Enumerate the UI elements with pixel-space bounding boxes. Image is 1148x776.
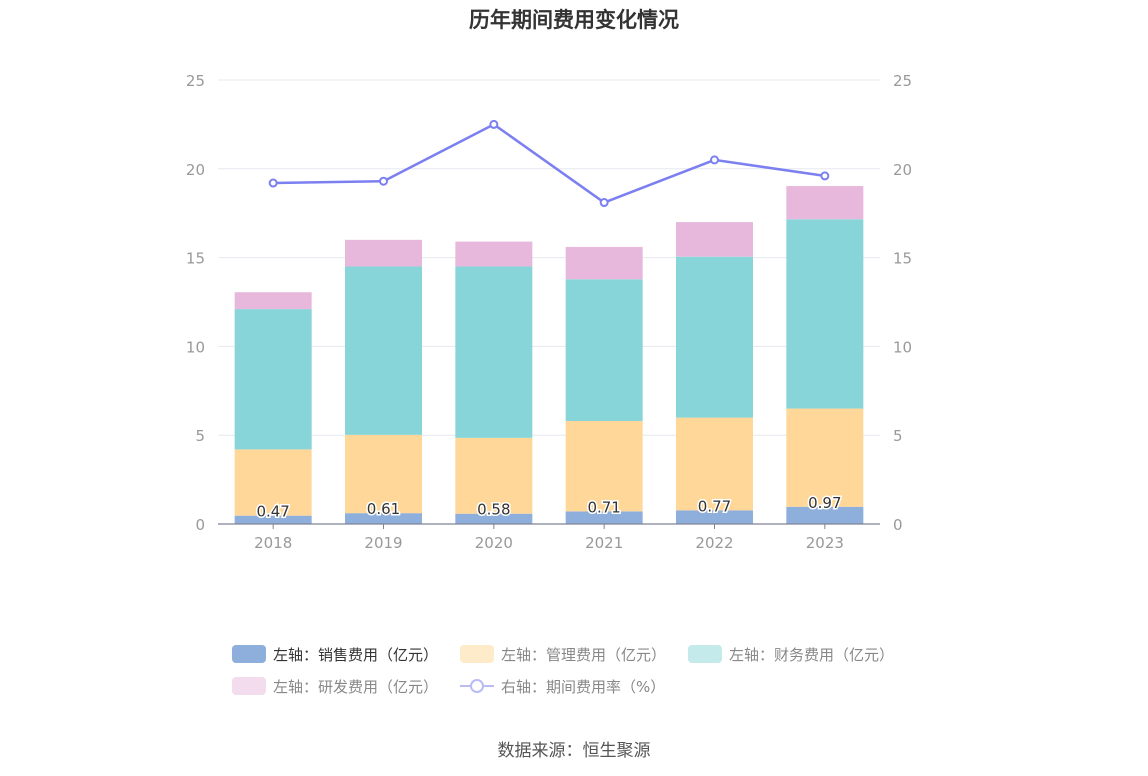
bar-segment-2: [786, 408, 864, 507]
rate-point: [379, 176, 388, 186]
right-y-tick-label: 20: [893, 161, 912, 179]
left-y-tick-label: 15: [186, 250, 205, 268]
x-tick-label: 2019: [364, 534, 402, 552]
bar-segment-2: [676, 417, 753, 511]
legend-item-sales[interactable]: 左轴：销售费用（亿元）: [232, 644, 438, 665]
legend-item-admin[interactable]: 左轴：管理费用（亿元）: [460, 644, 666, 665]
legend-label-admin: 左轴：管理费用（亿元）: [501, 645, 667, 664]
bar-segment-4: [676, 222, 753, 257]
bar-segment-1: [786, 506, 864, 524]
bar-segment-2: [345, 434, 422, 514]
legend-label-rate: 右轴：期间费用率（%）: [501, 677, 666, 696]
x-tick-label: 2023: [806, 534, 844, 552]
data-label-sales: 0.71: [587, 498, 620, 516]
x-tick-label: 2020: [475, 534, 513, 552]
bar-segment-4: [565, 246, 643, 280]
legend-label-rnd: 左轴：研发费用（亿元）: [273, 677, 439, 696]
legend-label-sales: 左轴：销售费用（亿元）: [273, 645, 439, 664]
rate-point: [599, 198, 609, 208]
chart-legend: 左轴：销售费用（亿元） 左轴：管理费用（亿元） 左轴：财务费用（亿元） 左轴：研…: [232, 638, 952, 702]
chart-title: 历年期间费用变化情况: [469, 8, 679, 32]
bar-segment-4: [786, 186, 864, 220]
right-y-tick-label: 15: [893, 250, 912, 268]
bar-segment-3: [565, 279, 643, 421]
legend-item-rnd[interactable]: 左轴：研发费用（亿元）: [232, 676, 438, 697]
bar-segment-3: [234, 309, 312, 450]
legend-item-finance[interactable]: 左轴：财务费用（亿元）: [688, 644, 894, 665]
bar-segment-1: [676, 510, 753, 524]
rate-point: [710, 155, 719, 165]
left-y-tick-label: 5: [195, 427, 205, 445]
data-label-sales: 0.47: [256, 503, 289, 521]
legend-swatch-admin: [460, 645, 495, 663]
x-tick-label: 2022: [695, 534, 733, 552]
bar-segment-1: [234, 515, 312, 524]
right-y-tick-label: 0: [893, 516, 903, 534]
bar-segment-3: [455, 266, 533, 438]
data-label-sales: 0.61: [367, 500, 400, 518]
legend-swatch-rate: [460, 679, 495, 693]
legend-swatch-rnd: [232, 677, 266, 695]
bar-segment-1: [455, 513, 533, 524]
bar-segment-3: [786, 219, 864, 409]
rate-point: [820, 171, 830, 181]
data-label-sales: 0.77: [698, 497, 731, 515]
left-y-tick-label: 25: [186, 72, 205, 90]
left-y-tick-label: 10: [186, 338, 205, 356]
x-tick-label: 2021: [585, 534, 623, 552]
legend-swatch-sales: [232, 645, 266, 663]
data-label-sales: 0.97: [808, 494, 841, 512]
bar-segment-1: [345, 513, 422, 524]
bar-segment-4: [234, 292, 312, 310]
bar-segment-4: [455, 241, 533, 267]
right-y-tick-label: 10: [893, 338, 912, 356]
left-y-tick-label: 20: [186, 161, 205, 179]
bar-segment-3: [676, 256, 753, 418]
rate-line: [273, 122, 826, 204]
legend-item-rate[interactable]: 右轴：期间费用率（%）: [460, 676, 665, 697]
x-tick-label: 2018: [254, 534, 292, 552]
source-note: 数据来源：恒生聚源: [497, 741, 651, 761]
bar-segment-4: [345, 239, 422, 267]
legend-swatch-finance: [688, 645, 723, 663]
left-y-tick-label: 0: [195, 516, 205, 534]
rate-point: [489, 119, 499, 129]
legend-label-finance: 左轴：财务费用（亿元）: [729, 645, 895, 664]
right-y-tick-label: 25: [893, 72, 912, 90]
bar-segment-2: [455, 437, 533, 514]
bar-segment-2: [234, 449, 312, 516]
rate-point: [268, 178, 278, 188]
bar-segment-3: [345, 266, 422, 435]
bar-segment-2: [565, 420, 643, 512]
data-label-sales: 0.58: [477, 501, 510, 519]
right-y-tick-label: 5: [893, 427, 903, 445]
bar-segment-1: [565, 511, 643, 524]
